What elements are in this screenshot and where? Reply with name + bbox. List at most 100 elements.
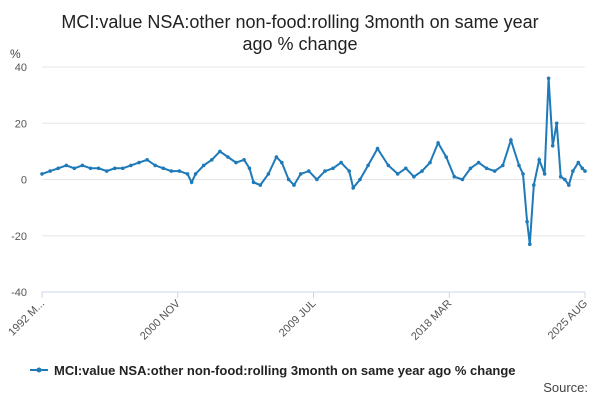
y-tick-label-3: -20 <box>11 231 27 243</box>
data-point-15[interactable] <box>161 166 166 171</box>
x-tick-label-0: 1992 M... <box>6 298 47 339</box>
grid-layer <box>42 66 585 293</box>
data-point-71[interactable] <box>554 121 559 126</box>
data-point-70[interactable] <box>550 144 555 148</box>
legend-label: MCI:value NSA:other non-food:rolling 3mo… <box>54 363 516 378</box>
data-point-63[interactable] <box>521 172 525 176</box>
data-point-54[interactable] <box>452 174 457 179</box>
data-point-30[interactable] <box>266 172 271 176</box>
data-point-22[interactable] <box>210 158 214 162</box>
data-point-32[interactable] <box>280 160 284 165</box>
data-point-67[interactable] <box>537 158 541 162</box>
data-point-9[interactable] <box>113 166 117 171</box>
data-point-2[interactable] <box>56 166 60 171</box>
data-point-7[interactable] <box>96 166 101 171</box>
data-point-27[interactable] <box>247 166 252 171</box>
data-point-20[interactable] <box>193 172 198 176</box>
data-point-49[interactable] <box>412 174 416 179</box>
data-point-39[interactable] <box>331 166 335 171</box>
series-line <box>41 78 586 245</box>
legend-marker-icon <box>36 367 42 373</box>
legend[interactable]: MCI:value NSA:other non-food:rolling 3mo… <box>30 363 516 378</box>
x-tick-label-2: 2009 JUL <box>277 298 319 340</box>
data-point-72[interactable] <box>558 174 563 179</box>
y-tick-layer: 40 20 0 -20 -40 <box>11 62 27 299</box>
data-point-17[interactable] <box>177 169 182 173</box>
data-point-18[interactable] <box>185 172 190 176</box>
data-point-60[interactable] <box>501 163 505 168</box>
data-point-36[interactable] <box>307 169 311 173</box>
data-point-31[interactable] <box>274 155 279 159</box>
data-point-42[interactable] <box>351 186 356 190</box>
data-point-75[interactable] <box>571 169 575 173</box>
data-point-24[interactable] <box>226 155 230 159</box>
data-point-19[interactable] <box>189 180 194 185</box>
data-point-44[interactable] <box>366 163 370 168</box>
data-point-16[interactable] <box>169 169 174 173</box>
data-point-35[interactable] <box>298 172 303 176</box>
data-point-25[interactable] <box>234 160 238 165</box>
data-point-26[interactable] <box>242 158 246 162</box>
data-point-45[interactable] <box>375 146 380 151</box>
data-point-69[interactable] <box>546 76 551 81</box>
data-point-4[interactable] <box>72 166 77 171</box>
data-point-41[interactable] <box>347 169 352 173</box>
data-point-55[interactable] <box>460 177 465 182</box>
source-label: Source: <box>543 380 588 395</box>
data-point-6[interactable] <box>88 166 93 171</box>
data-point-40[interactable] <box>339 160 343 165</box>
y-tick-label-4: -40 <box>11 287 27 299</box>
data-point-73[interactable] <box>563 177 567 182</box>
x-tick-label-3: 2018 MAR <box>409 298 454 343</box>
data-point-57[interactable] <box>476 160 481 165</box>
data-point-34[interactable] <box>292 183 296 187</box>
data-point-58[interactable] <box>484 166 489 171</box>
data-point-10[interactable] <box>121 166 125 171</box>
y-axis-label: % <box>10 47 21 61</box>
data-point-37[interactable] <box>315 177 319 182</box>
data-point-28[interactable] <box>251 180 256 185</box>
data-point-11[interactable] <box>129 163 133 168</box>
data-point-33[interactable] <box>286 177 291 182</box>
data-point-62[interactable] <box>517 163 521 168</box>
data-point-51[interactable] <box>428 160 432 165</box>
data-point-38[interactable] <box>323 169 327 173</box>
data-point-21[interactable] <box>201 163 206 168</box>
data-point-13[interactable] <box>145 158 149 162</box>
data-point-5[interactable] <box>80 163 85 168</box>
data-point-14[interactable] <box>153 163 157 168</box>
data-point-64[interactable] <box>525 219 529 224</box>
data-point-43[interactable] <box>358 177 362 182</box>
data-point-76[interactable] <box>576 160 581 165</box>
data-point-8[interactable] <box>104 169 109 173</box>
x-tick-label-4: 2025 AUG <box>546 298 590 342</box>
y-tick-label-1: 20 <box>15 118 27 130</box>
data-point-48[interactable] <box>404 166 408 171</box>
data-point-66[interactable] <box>532 183 536 187</box>
data-point-50[interactable] <box>420 169 424 173</box>
data-point-56[interactable] <box>468 166 473 171</box>
chart-title-line-2: ago % change <box>242 34 357 54</box>
x-tick-layer: 1992 M... 2000 NOV 2009 JUL 2018 MAR 2025 AU… <box>6 292 590 343</box>
y-tick-label-0: 40 <box>15 62 27 74</box>
chart-title-line-1: MCI:value NSA:other non-food:rolling 3mo… <box>61 12 538 32</box>
data-point-3[interactable] <box>64 163 69 168</box>
data-point-12[interactable] <box>137 160 141 165</box>
data-point-46[interactable] <box>386 163 391 168</box>
data-point-52[interactable] <box>436 141 440 145</box>
data-point-61[interactable] <box>509 138 513 142</box>
data-point-1[interactable] <box>48 169 52 173</box>
data-point-65[interactable] <box>528 242 532 246</box>
data-point-59[interactable] <box>492 169 497 173</box>
series-layer <box>40 76 587 246</box>
data-point-23[interactable] <box>218 149 222 154</box>
data-point-77[interactable] <box>580 166 585 171</box>
data-point-53[interactable] <box>444 155 449 159</box>
data-point-74[interactable] <box>567 183 571 187</box>
data-point-78[interactable] <box>583 169 587 173</box>
data-point-47[interactable] <box>395 172 400 176</box>
data-point-68[interactable] <box>542 172 547 176</box>
data-point-29[interactable] <box>258 183 263 187</box>
data-point-0[interactable] <box>40 172 44 176</box>
